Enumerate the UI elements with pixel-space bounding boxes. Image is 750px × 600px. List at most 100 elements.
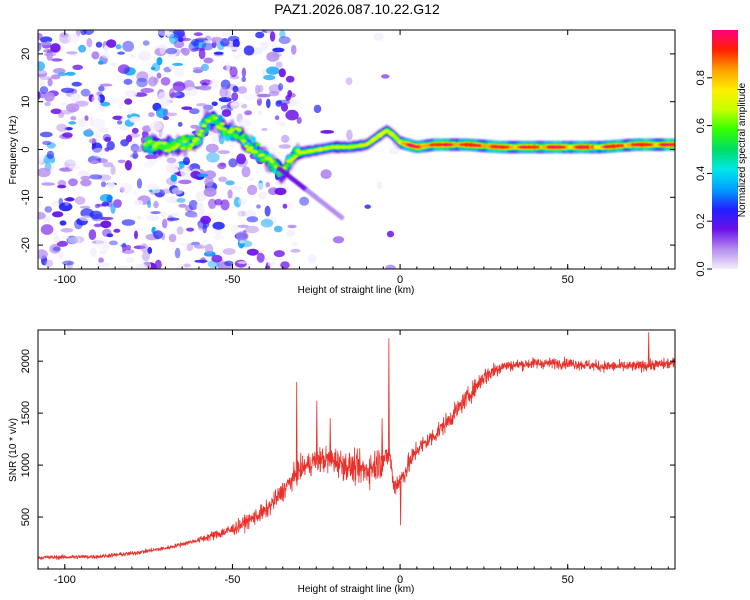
snr-series-line <box>38 332 675 561</box>
noise-speckle <box>364 204 371 209</box>
noise-speckle <box>268 90 280 97</box>
noise-speckle <box>153 230 164 240</box>
ridge-blob <box>189 143 195 147</box>
noise-speckle <box>50 108 62 115</box>
noise-speckle <box>124 98 133 105</box>
noise-speckle <box>320 169 332 180</box>
noise-speckle <box>274 115 280 120</box>
noise-speckle <box>91 51 100 60</box>
noise-speckle <box>38 42 52 46</box>
noise-speckle <box>292 99 301 106</box>
noise-speckle <box>217 150 230 155</box>
noise-speckle <box>47 78 53 87</box>
snr-ylabel: SNR (10 * v/v) <box>8 418 19 482</box>
noise-speckle <box>275 61 283 68</box>
noise-speckle <box>220 38 230 47</box>
noise-speckle <box>62 132 73 138</box>
branch-blob <box>339 214 345 221</box>
noise-speckle <box>176 197 186 203</box>
noise-speckle <box>113 228 121 233</box>
x-tick-label: 0 <box>397 574 403 586</box>
ridge-blob <box>250 136 256 143</box>
ridge-blob <box>267 157 273 161</box>
ridge-blob <box>220 122 226 126</box>
noise-speckle <box>38 211 46 220</box>
noise-speckle <box>168 233 177 243</box>
noise-speckle <box>52 246 61 252</box>
noise-speckle <box>241 166 251 178</box>
noise-speckle <box>95 238 108 249</box>
noise-speckle <box>100 101 111 107</box>
x-tick-label: 50 <box>562 274 574 286</box>
noise-speckle <box>101 52 110 59</box>
colorbar-tick-label: 0.4 <box>695 166 707 181</box>
y-tick-label: 10 <box>20 96 32 108</box>
noise-speckle <box>219 87 228 98</box>
noise-speckle <box>74 100 89 107</box>
ridge-blob <box>166 148 172 153</box>
noise-speckle <box>239 240 246 244</box>
noise-speckle <box>165 196 180 204</box>
noise-speckle <box>261 68 267 78</box>
ridge-blob <box>393 137 399 140</box>
noise-speckle <box>214 228 222 236</box>
noise-speckle <box>160 77 171 86</box>
ridge-blob <box>257 149 263 155</box>
y-tick-label: 2000 <box>20 349 32 373</box>
noise-speckle <box>266 98 271 109</box>
y-tick-label: 1500 <box>20 401 32 425</box>
noise-speckle <box>104 136 111 142</box>
noise-speckle <box>248 177 255 182</box>
ridge-blob <box>203 127 209 133</box>
noise-speckle <box>272 47 285 53</box>
noise-speckle <box>95 262 110 268</box>
noise-speckle <box>178 203 187 208</box>
noise-speckle <box>166 217 180 221</box>
ridge-blob <box>243 144 249 148</box>
noise-speckle <box>388 147 400 155</box>
noise-speckle <box>44 101 51 107</box>
ridge-layer <box>142 116 675 174</box>
noise-speckle <box>177 121 183 127</box>
noise-speckle <box>145 154 158 160</box>
noise-speckle <box>196 173 209 177</box>
noise-speckle <box>254 183 269 190</box>
noise-speckle <box>140 243 148 253</box>
noise-speckle <box>203 57 214 64</box>
noise-speckle <box>107 98 120 104</box>
noise-speckle <box>96 203 106 207</box>
noise-speckle <box>68 121 77 125</box>
noise-speckle <box>299 196 310 206</box>
noise-speckle <box>159 97 171 107</box>
colorbar-gradient <box>712 30 738 269</box>
noise-speckle <box>201 239 208 248</box>
noise-speckle <box>200 257 207 264</box>
noise-speckle <box>181 106 193 110</box>
noise-speckle <box>288 92 296 98</box>
noise-speckle <box>279 30 286 39</box>
colorbar: 0.0 0.2 0.4 0.6 0.8 Normalized spectral ampl… <box>695 30 748 277</box>
noise-speckle <box>183 156 190 166</box>
noise-speckle <box>134 200 144 206</box>
noise-speckle <box>232 52 242 60</box>
noise-speckle <box>59 109 73 115</box>
y-tick-label: 500 <box>20 508 32 526</box>
noise-speckle <box>146 214 160 221</box>
noise-speckle <box>237 86 248 94</box>
noise-speckle <box>200 106 206 112</box>
noise-speckle <box>66 159 78 165</box>
x-tick-label: -100 <box>54 274 76 286</box>
noise-speckle <box>386 230 395 238</box>
noise-speckle <box>110 165 116 176</box>
x-tick-label: 0 <box>397 274 403 286</box>
noise-speckle <box>188 41 199 53</box>
noise-speckle <box>237 209 242 220</box>
noise-speckle <box>43 52 57 57</box>
noise-speckle <box>100 220 112 229</box>
noise-speckle <box>213 51 224 55</box>
noise-speckle <box>80 179 92 187</box>
noise-speckle <box>141 61 150 66</box>
y-tick-label: 1000 <box>20 453 32 477</box>
